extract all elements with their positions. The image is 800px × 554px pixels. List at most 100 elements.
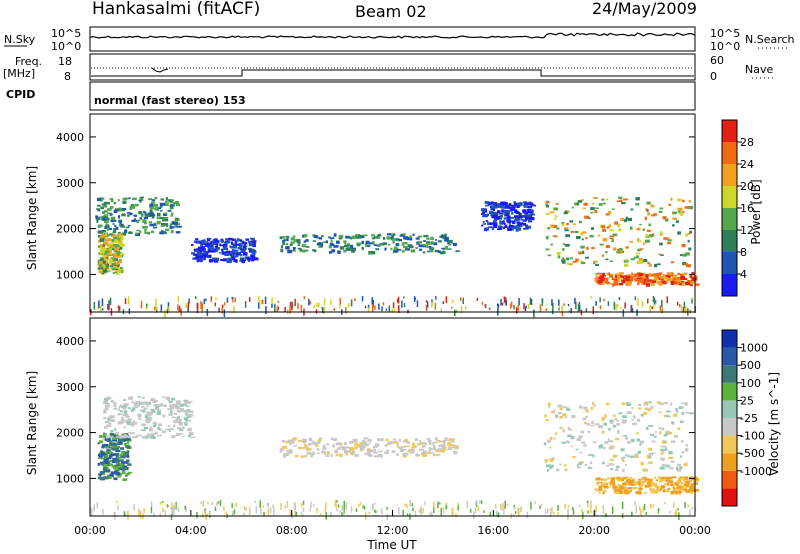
- echo-cell: [518, 222, 524, 225]
- echo-cell: [237, 247, 243, 250]
- echo-cell: [685, 462, 688, 466]
- echo-cell: [562, 243, 565, 245]
- echo-cell: [332, 438, 337, 442]
- near-range-cell: [539, 505, 541, 509]
- echo-cell: [102, 267, 105, 271]
- echo-cell: [663, 434, 668, 436]
- velocity-colorbar-tick-label: -500: [740, 447, 765, 460]
- echo-cell: [670, 491, 675, 495]
- echo-cell: [114, 428, 117, 431]
- echo-cell: [138, 418, 142, 420]
- echo-cell: [121, 209, 125, 212]
- echo-cell: [603, 489, 607, 493]
- echo-cell: [245, 238, 249, 241]
- near-range-cell: [557, 512, 559, 516]
- near-range-cell: [514, 506, 516, 510]
- echo-cell: [511, 211, 514, 215]
- echo-cell: [391, 238, 396, 241]
- echo-cell: [628, 276, 634, 279]
- near-range-cell: [272, 504, 274, 508]
- echo-cell: [120, 419, 125, 423]
- echo-cell: [665, 433, 670, 435]
- echo-cell: [663, 237, 669, 240]
- near-range-cell: [497, 512, 500, 518]
- echo-cell: [361, 445, 366, 449]
- near-range-cell: [445, 296, 448, 304]
- echo-cell: [513, 202, 517, 207]
- echo-cell: [602, 272, 605, 276]
- echo-cell: [610, 468, 614, 471]
- echo-cell: [163, 219, 169, 222]
- near-range-cell: [590, 500, 592, 508]
- echo-cell: [559, 407, 563, 410]
- echo-cell: [325, 240, 328, 244]
- echo-cell: [681, 282, 685, 286]
- echo-cell: [624, 263, 629, 267]
- echo-cell: [613, 278, 618, 281]
- near-range-cell: [364, 305, 367, 309]
- echo-cell: [234, 259, 238, 263]
- echo-cell: [597, 272, 602, 275]
- echo-cell: [651, 440, 656, 443]
- echo-cell: [658, 282, 663, 286]
- echo-cell: [201, 258, 204, 261]
- near-range-cell: [526, 511, 529, 519]
- near-range-cell: [545, 308, 548, 311]
- echo-cell: [137, 403, 141, 407]
- echo-cell: [622, 435, 628, 437]
- echo-cell: [415, 247, 418, 250]
- echo-cell: [684, 402, 688, 406]
- echo-cell: [106, 438, 111, 441]
- echo-cell: [636, 481, 641, 484]
- echo-cell: [550, 243, 553, 246]
- near-range-cell: [195, 296, 197, 299]
- echo-cell: [373, 451, 378, 454]
- echo-cell: [303, 249, 309, 252]
- near-range-cell: [551, 509, 553, 514]
- echo-cell: [217, 247, 220, 250]
- near-range-cell: [481, 500, 483, 504]
- near-range-cell: [323, 306, 325, 314]
- near-range-cell: [330, 299, 332, 305]
- near-range-cell: [155, 307, 158, 310]
- echo-cell: [619, 274, 622, 278]
- echo-cell: [504, 217, 509, 220]
- near-range-cell: [291, 301, 293, 308]
- y-tick-label: 2000: [56, 427, 84, 440]
- echo-cell: [606, 244, 610, 249]
- near-range-cell: [615, 303, 617, 311]
- echo-cell: [493, 213, 499, 217]
- near-range-cell: [295, 511, 297, 516]
- echo-cell: [545, 419, 550, 421]
- echo-cell: [99, 260, 103, 265]
- echo-cell: [675, 491, 678, 495]
- echo-cell: [102, 467, 107, 471]
- near-range-cell: [358, 504, 360, 507]
- near-range-cell: [489, 511, 492, 517]
- echo-cell: [391, 235, 394, 237]
- echo-cell: [577, 200, 583, 203]
- echo-cell: [119, 221, 122, 224]
- near-range-cell: [603, 298, 605, 302]
- echo-cell: [648, 279, 654, 282]
- echo-cell: [654, 431, 658, 433]
- echo-cell: [137, 413, 142, 417]
- echo-cell: [132, 219, 137, 222]
- echo-cell: [214, 245, 218, 249]
- echo-cell: [342, 446, 346, 449]
- near-range-cell: [345, 306, 347, 314]
- echo-cell: [412, 233, 415, 236]
- echo-cell: [198, 246, 202, 249]
- near-range-cell: [266, 503, 268, 506]
- echo-cell: [405, 247, 409, 251]
- echo-cell: [110, 198, 114, 203]
- echo-cell: [398, 239, 402, 242]
- echo-cell: [113, 233, 116, 237]
- near-range-cell: [392, 302, 395, 309]
- near-range-cell: [587, 502, 589, 508]
- echo-cell: [411, 442, 415, 446]
- near-range-cell: [402, 509, 404, 516]
- echo-cell: [119, 453, 124, 457]
- echo-cell: [140, 429, 146, 431]
- echo-cell: [170, 226, 175, 229]
